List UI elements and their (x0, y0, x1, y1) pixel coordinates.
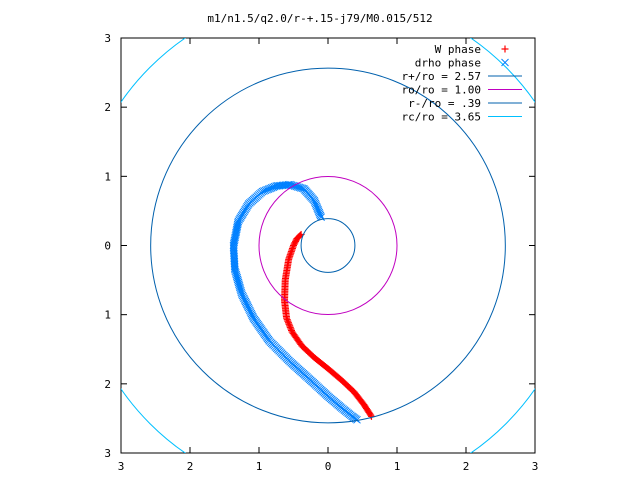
x-tick-label: 0 (325, 460, 332, 473)
data-point (285, 320, 293, 328)
data-point (233, 220, 242, 229)
series-5 (121, 38, 535, 453)
series-2 (150, 67, 506, 424)
data-point (231, 230, 240, 239)
circle-line-4 (300, 218, 356, 273)
x-tick-label: 2 (463, 460, 470, 473)
legend-label: r+/ro = 2.57 (402, 70, 481, 83)
legend-marker (501, 45, 509, 53)
data-point (232, 227, 241, 235)
y-tick-label: 3 (104, 447, 111, 460)
data-point (230, 235, 239, 243)
data-point (233, 222, 242, 230)
y-tick-label: 1 (104, 170, 111, 183)
y-tick-label: 2 (104, 101, 111, 114)
legend-label: ro/ro = 1.00 (402, 84, 481, 97)
series-4 (300, 218, 356, 273)
legend-label: r-/ro = .39 (408, 97, 481, 110)
y-tick-label: 1 (104, 309, 111, 322)
legend-marker (501, 58, 509, 67)
chart-title: m1/n1.5/q2.0/r-+.15-j79/M0.015/512 (207, 12, 432, 25)
data-point (275, 181, 284, 190)
series-3 (258, 176, 398, 315)
data-point (230, 264, 239, 272)
data-point (234, 217, 243, 226)
data-point (286, 323, 294, 331)
plot-area (121, 38, 535, 453)
data-point (234, 219, 242, 227)
data-point (231, 233, 239, 242)
y-tick-label: 2 (104, 378, 111, 391)
y-tick-label: 3 (104, 32, 111, 45)
data-point (273, 182, 282, 190)
data-point (230, 236, 239, 245)
data-point (233, 223, 241, 232)
legend-label: W phase (435, 43, 481, 56)
data-point (286, 322, 294, 330)
data-point (231, 231, 240, 240)
legend-label: drho phase (415, 57, 481, 70)
x-tick-label: 1 (394, 460, 401, 473)
data-point (287, 325, 295, 333)
circle-line-5 (121, 38, 535, 453)
data-point (232, 225, 241, 234)
data-point (232, 228, 240, 237)
circle-line-2 (150, 67, 506, 424)
x-tick-label: 1 (256, 460, 263, 473)
circle-line-3 (258, 176, 398, 315)
y-tick-label: 0 (104, 240, 111, 253)
x-tick-label: 3 (118, 460, 125, 473)
legend-label: rc/ro = 3.65 (402, 111, 481, 124)
x-tick-label: 3 (532, 460, 539, 473)
data-point (353, 415, 361, 424)
data-point (284, 319, 292, 327)
series-1 (229, 180, 361, 424)
data-point (284, 317, 292, 325)
data-point (283, 316, 291, 324)
data-point (283, 314, 291, 322)
x-tick-label: 2 (187, 460, 194, 473)
